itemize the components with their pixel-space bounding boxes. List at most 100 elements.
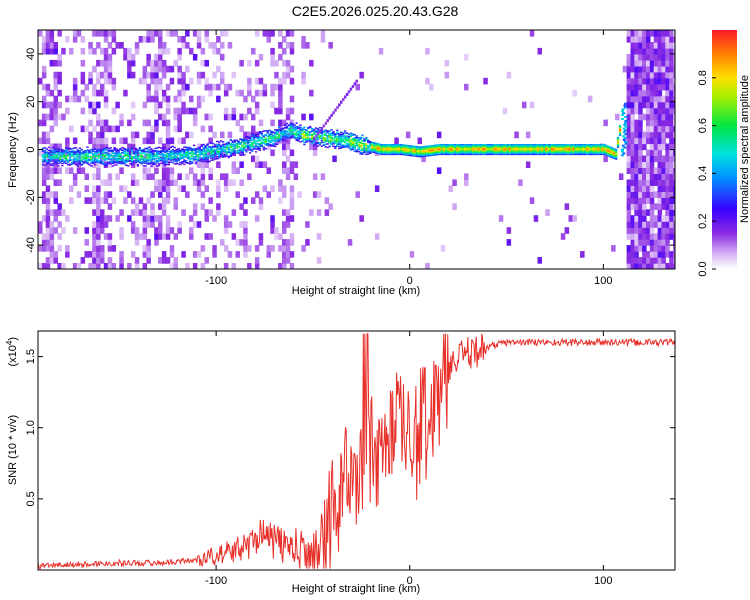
ridge-cell [623,104,627,107]
ridge-cell [456,152,459,154]
ridge-cell [117,162,120,165]
heatmap-cell [669,59,674,67]
heatmap-cell [169,65,175,73]
ridge-cell [125,149,128,152]
ridge-cell [367,145,370,147]
ridge-cell [522,150,525,152]
ridge-cell [210,157,213,159]
ridge-cell [82,153,85,156]
ridge-cell [94,155,97,157]
heatmap-cell [130,197,136,204]
ridge-cell [471,148,474,151]
heatmap-cell [282,263,287,269]
heatmap-cell [498,215,504,222]
ridge-cell [549,148,552,151]
heatmap-cell [634,191,639,198]
ridge-cell [299,128,302,131]
ridge-cell [69,153,72,156]
heatmap-cell [278,95,283,103]
ridge-cell [307,137,310,139]
ridge-cell [231,140,234,142]
heatmap-cell [285,221,291,228]
heatmap-cell [158,227,163,234]
heatmap-cell [146,71,151,79]
ridge-cell [295,122,298,124]
ridge-cell [138,147,141,149]
heatmap-cell [107,71,113,79]
heatmap-cell [278,30,283,37]
ridge-cell [326,131,329,134]
ridge-cell [475,151,478,153]
heatmap-cell [661,185,666,192]
heatmap-cell [49,113,55,121]
ridge-cell [458,152,461,154]
ridge-cell [593,144,596,146]
heatmap-cell [626,155,632,163]
ridge-cell [220,153,223,156]
ridge-cell [367,146,370,148]
ridge-cell [566,152,569,154]
ridge-cell [47,159,50,161]
ridge-cell [374,152,378,154]
ridge-cell [483,152,486,154]
ridge-cell [82,155,85,158]
ridge-cell [353,147,356,150]
heatmap-cell [638,83,643,91]
heatmap-cell [100,89,105,97]
ridge-cell [462,151,465,153]
ridge-cell [189,149,192,151]
heatmap-cell [150,203,155,210]
ridge-cell [69,158,72,160]
snr-series-line [38,333,675,570]
ridge-cell [307,135,310,137]
heatmap-cell [665,227,670,234]
ridge-cell [351,85,355,88]
ridge-cell [283,134,287,136]
heatmap-cell [154,89,159,97]
ridge-cell [161,159,165,161]
ridge-cell [595,146,598,148]
heatmap-cell [278,101,283,109]
heatmap-cell [282,71,287,79]
ridge-cell [398,151,401,153]
ridge-cell [373,144,376,146]
ridge-cell [392,144,395,146]
heatmap-cell [638,197,643,204]
ridge-cell [535,145,538,147]
heatmap-cell [69,185,74,192]
ridge-cell [349,135,352,138]
heatmap-cell [638,161,643,168]
ridge-cell [543,148,546,151]
heatmap-cell [130,179,136,186]
ridge-cell [342,140,345,143]
ridge-cell [78,163,81,165]
ridge-cell [551,151,554,153]
heatmap-cell [649,143,655,151]
ridge-cell [293,136,296,138]
ridge-cell [179,158,182,160]
ridge-cell [373,151,376,154]
heatmap-cell [653,257,659,264]
ridge-cell [359,142,362,145]
heatmap-cell [630,137,635,145]
ridge-cell [473,144,476,146]
heatmap-cell [483,77,488,85]
ridge-cell [479,148,482,151]
ridge-cell [496,150,500,152]
ridge-cell [177,157,180,159]
ridge-cell [212,159,215,161]
ridge-cell [433,145,436,148]
ridge-cell [539,152,542,154]
ridge-cell [312,130,316,132]
ridge-cell [543,151,546,153]
ridge-cell [417,154,420,156]
ridge-cell [324,121,328,125]
ridge-cell [237,152,240,155]
ridge-cell [130,160,134,162]
ridge-cell [340,100,343,104]
heatmap-cell [278,185,283,192]
heatmap-cell [177,65,182,73]
heatmap-cell [270,30,275,37]
ridge-cell [343,144,347,147]
